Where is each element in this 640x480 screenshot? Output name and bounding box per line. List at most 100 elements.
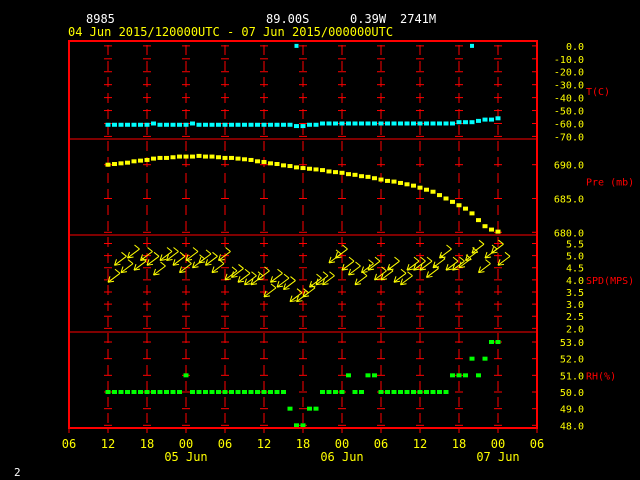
rh-point (456, 373, 462, 378)
pressure-point (378, 177, 384, 182)
rh-tick-label: 52.0 (560, 355, 584, 366)
x-tick-label: 12 (257, 437, 271, 451)
rh-point (170, 390, 176, 394)
wind-barb (348, 261, 361, 276)
pressure-point (300, 166, 306, 171)
station-id: 8985 (86, 12, 115, 26)
rh-point (450, 373, 455, 378)
pressure-point (144, 157, 150, 162)
rh-point (365, 373, 371, 378)
pressure-point (339, 170, 345, 175)
temperature-point (333, 121, 338, 126)
pressure-point (326, 169, 332, 174)
pressure-point (274, 162, 280, 167)
time-range: 04 Jun 2015/120000UTC - 07 Jun 2015/0000… (68, 25, 394, 39)
wind-barb (315, 271, 329, 286)
rh-point (326, 390, 332, 394)
pressure-point (242, 157, 247, 162)
wind-barb (114, 251, 127, 266)
pressure-point (333, 170, 338, 175)
wind-tick-label: 3.0 (566, 300, 584, 311)
x-tick-label: 18 (296, 437, 310, 451)
pressure-panel-label: Pre (mb) (586, 178, 634, 189)
pressure-point (417, 185, 423, 190)
rh-point (203, 390, 208, 394)
rh-point (151, 390, 156, 394)
pressure-point (177, 154, 182, 159)
rh-point (229, 390, 234, 394)
wind-barb (341, 256, 355, 271)
pressure-point (307, 166, 312, 171)
rh-point (463, 373, 468, 378)
x-tick-label: 00 (179, 437, 193, 451)
pressure-point (216, 155, 221, 160)
rh-point (359, 390, 364, 394)
pressure-point (287, 164, 293, 169)
temperature-tick-label: -40.0 (554, 94, 584, 105)
x-tick-label: 06 (530, 437, 544, 451)
latitude: 89.00S (266, 12, 310, 26)
wind-barb (198, 249, 212, 264)
wind-barb (439, 244, 452, 259)
rh-point (287, 406, 293, 411)
wind-barb (166, 247, 179, 261)
pressure-point (190, 154, 195, 159)
temperature-point (359, 121, 364, 126)
wind-barb (458, 254, 472, 269)
temperature-point (489, 117, 494, 122)
pressure-point (151, 156, 156, 161)
temperature-tick-label: 0.0 (566, 42, 584, 53)
pressure-point (203, 154, 208, 159)
temperature-point (274, 122, 280, 127)
rh-point (476, 373, 481, 378)
rh-tick-label: 53.0 (560, 338, 584, 349)
wind-barb (257, 266, 270, 281)
pressure-point (437, 193, 442, 198)
pressure-point (424, 187, 429, 192)
temperature-point (385, 121, 390, 126)
pressure-point (157, 155, 163, 160)
page-number: 2 (14, 466, 21, 479)
rh-point (300, 423, 306, 428)
pressure-point (131, 159, 137, 164)
temperature-point (177, 122, 182, 127)
rh-point (307, 406, 312, 411)
temperature-point (105, 122, 111, 127)
rh-tick-label: 48.0 (560, 421, 584, 432)
temperature-point (112, 122, 117, 127)
wind-barb (276, 273, 290, 288)
wind-barb (211, 259, 225, 274)
wind-barb (491, 239, 504, 254)
longitude: 0.39W (350, 12, 387, 26)
rh-point (437, 390, 442, 394)
temperature-point (242, 122, 247, 127)
temperature-point (313, 122, 319, 127)
pressure-point (138, 158, 143, 163)
pressure-point (443, 196, 449, 201)
pressure-point (489, 227, 494, 232)
temperature-point (482, 117, 488, 122)
pressure-point (248, 157, 254, 162)
pressure-point (476, 218, 481, 223)
temperature-point (391, 121, 397, 126)
temperature-point (151, 121, 156, 126)
pressure-point (112, 162, 117, 167)
pressure-point (196, 153, 202, 158)
x-tick-label: 18 (140, 437, 154, 451)
pressure-point (320, 168, 325, 173)
pressure-point (482, 224, 488, 229)
temperature-outlier (470, 43, 474, 48)
wind-barb (283, 276, 296, 291)
x-tick-label: 06 (374, 437, 388, 451)
pressure-tick-label: 680.0 (554, 228, 584, 239)
rh-point (235, 390, 241, 394)
rh-point (242, 390, 247, 394)
rh-point (112, 390, 117, 394)
rh-tick-label: 50.0 (560, 388, 584, 399)
temperature-point (235, 122, 241, 127)
rh-point (209, 390, 215, 394)
temperature-point (125, 122, 130, 127)
rh-point (469, 356, 475, 361)
pressure-point (183, 154, 189, 159)
